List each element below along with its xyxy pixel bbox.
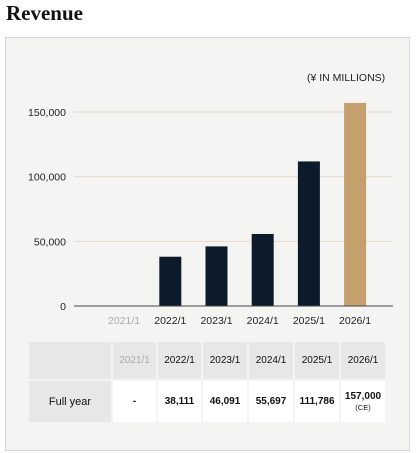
x-tick-label: 2023/1	[200, 315, 232, 327]
y-axis-ticks: 0 50,000 100,000 150,000	[28, 107, 66, 313]
forecast-note: (CE)	[355, 403, 371, 412]
table-header-2021: 2021/1	[111, 342, 156, 379]
bar	[344, 102, 367, 307]
table-cell-2026: 157,000 (CE)	[339, 379, 385, 422]
revenue-bar-chart: 0 50,000 100,000 150,000 2021/1 2022/1 2023/1…	[28, 102, 393, 327]
x-tick-label: 2024/1	[247, 315, 279, 327]
y-tick-label: 100,000	[28, 172, 66, 184]
table-header-2022: 2022/1	[156, 342, 201, 379]
page-title: Revenue	[6, 1, 83, 25]
table-row-full-year: Full year - 38,111 46,091 55,697 111,786…	[29, 379, 385, 422]
bar	[205, 246, 228, 306]
table-header-2023: 2023/1	[201, 342, 247, 379]
bar	[297, 161, 320, 306]
table-header-2026: 2026/1	[339, 342, 385, 379]
bars	[159, 102, 367, 307]
x-tick-label: 2021/1	[108, 315, 140, 327]
x-tick-label: 2026/1	[339, 315, 371, 327]
table-cell-2024: 55,697	[247, 379, 293, 422]
table-cell-2022: 38,111	[156, 379, 201, 422]
y-tick-label: 0	[60, 301, 66, 313]
gridlines	[74, 111, 393, 242]
x-tick-label: 2025/1	[293, 315, 325, 327]
bar	[251, 233, 274, 306]
table-corner	[29, 342, 111, 379]
table-cell-2023: 46,091	[201, 379, 247, 422]
unit-label: (¥ IN MILLIONS)	[307, 72, 386, 84]
x-tick-label: 2022/1	[154, 315, 186, 327]
revenue-table: 2021/1 2022/1 2023/1 2024/1 2025/1 2026/…	[29, 342, 385, 422]
x-axis-ticks: 2021/1 2022/1 2023/1 2024/1 2025/1 2026/1	[108, 315, 371, 327]
bar	[159, 256, 182, 306]
y-tick-label: 150,000	[28, 107, 66, 119]
table-header-row: 2021/1 2022/1 2023/1 2024/1 2025/1 2026/…	[29, 342, 385, 379]
table-cell-2021: -	[111, 379, 156, 422]
table-cell-2025: 111,786	[293, 379, 339, 422]
table-cell-2026-value: 157,000	[344, 391, 382, 402]
table-header-2025: 2025/1	[293, 342, 339, 379]
y-tick-label: 50,000	[34, 236, 66, 248]
table-header-2024: 2024/1	[247, 342, 293, 379]
table-row-label: Full year	[29, 379, 111, 422]
